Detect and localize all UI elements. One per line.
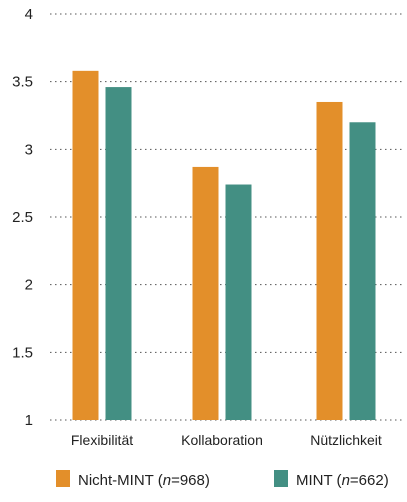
legend-swatch [56,470,70,487]
bar-nicht-mint-1 [192,166,219,420]
bar-mint-1 [225,184,252,420]
y-tick-label: 1 [25,412,33,429]
bar-nicht-mint-2 [316,101,343,420]
legend-label: Nicht-MINT (n=968) [78,472,210,489]
bar-mint-0 [105,87,132,420]
x-category-label: Kollaboration [181,432,263,448]
y-axis-ticks: 1 1.5 2 2.5 3 3.5 4 [12,6,33,429]
x-category-label: Flexibilität [71,432,133,448]
y-tick-label: 3.5 [12,74,33,91]
legend-swatch [274,470,288,487]
x-axis-categories: Flexibilität Kollaboration Nützlichkeit [71,432,382,448]
legend-label: MINT (n=662) [296,472,389,489]
y-tick-label: 2 [25,277,33,294]
bars [72,70,376,421]
grid-layer [50,13,404,421]
y-tick-label: 1.5 [12,344,33,361]
bar-nicht-mint-0 [72,70,99,420]
y-tick-label: 3 [25,141,33,158]
x-category-label: Nützlichkeit [310,432,382,448]
bar-mint-2 [349,122,376,421]
legend: Nicht-MINT (n=968) MINT (n=662) [56,470,389,489]
y-tick-label: 2.5 [12,209,33,226]
y-tick-label: 4 [25,6,33,23]
